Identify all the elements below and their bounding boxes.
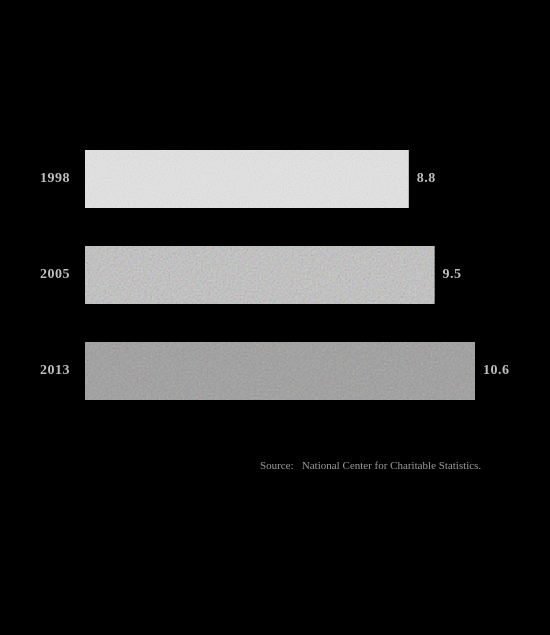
source-prefix: Source: xyxy=(260,460,294,472)
bar-2013 xyxy=(85,342,475,400)
bar-2005 xyxy=(85,246,435,304)
chart-area: 1998 8.8 2005 9.5 2013 xyxy=(0,0,550,635)
bar-1998 xyxy=(85,150,409,208)
bar-row-2005: 2005 9.5 xyxy=(0,246,550,304)
source-text: National Center for Charitable Statistic… xyxy=(302,460,481,472)
source-line: Source: National Center for Charitable S… xyxy=(260,460,481,472)
bar-row-2013: 2013 10.6 xyxy=(0,342,550,400)
bar-row-1998: 1998 8.8 xyxy=(0,150,550,208)
year-label: 2013 xyxy=(10,363,70,379)
bar-texture xyxy=(85,246,435,304)
bar-texture xyxy=(85,342,475,400)
year-label: 2005 xyxy=(10,267,70,283)
value-label: 10.6 xyxy=(483,363,510,379)
bar-texture xyxy=(85,150,409,208)
year-label: 1998 xyxy=(10,171,70,187)
value-label: 8.8 xyxy=(417,171,436,187)
value-label: 9.5 xyxy=(443,267,462,283)
